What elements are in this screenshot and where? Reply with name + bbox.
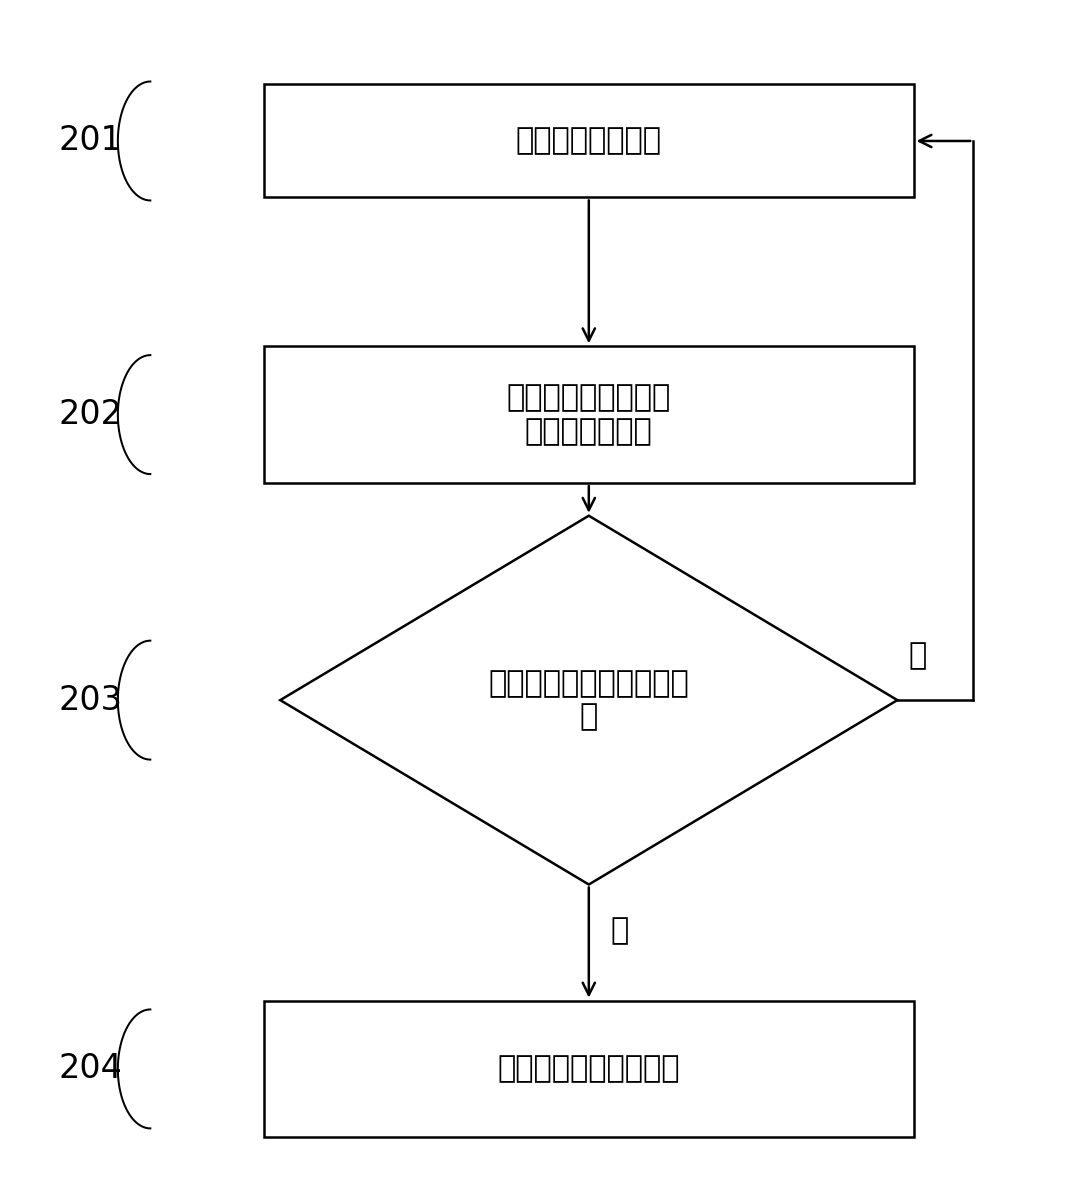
Text: 203: 203 bbox=[58, 684, 122, 716]
Text: 增加管端轴向进给: 增加管端轴向进给 bbox=[516, 127, 662, 156]
Text: 停止增加管端轴向进给: 停止增加管端轴向进给 bbox=[497, 1054, 680, 1083]
Bar bbox=[264, 346, 913, 483]
Text: 202: 202 bbox=[58, 398, 122, 431]
Polygon shape bbox=[280, 515, 898, 884]
Text: 204: 204 bbox=[58, 1052, 122, 1085]
Text: 是: 是 bbox=[611, 916, 628, 945]
Bar bbox=[264, 85, 913, 198]
Text: 否: 否 bbox=[908, 641, 926, 671]
Text: 检测管材内部液体的
进给中实时压力: 检测管材内部液体的 进给中实时压力 bbox=[506, 383, 671, 446]
Text: 201: 201 bbox=[58, 125, 122, 157]
Text: 进给中实时压力＞设定阈
值: 进给中实时压力＞设定阈 值 bbox=[489, 668, 690, 732]
Bar bbox=[264, 1000, 913, 1137]
